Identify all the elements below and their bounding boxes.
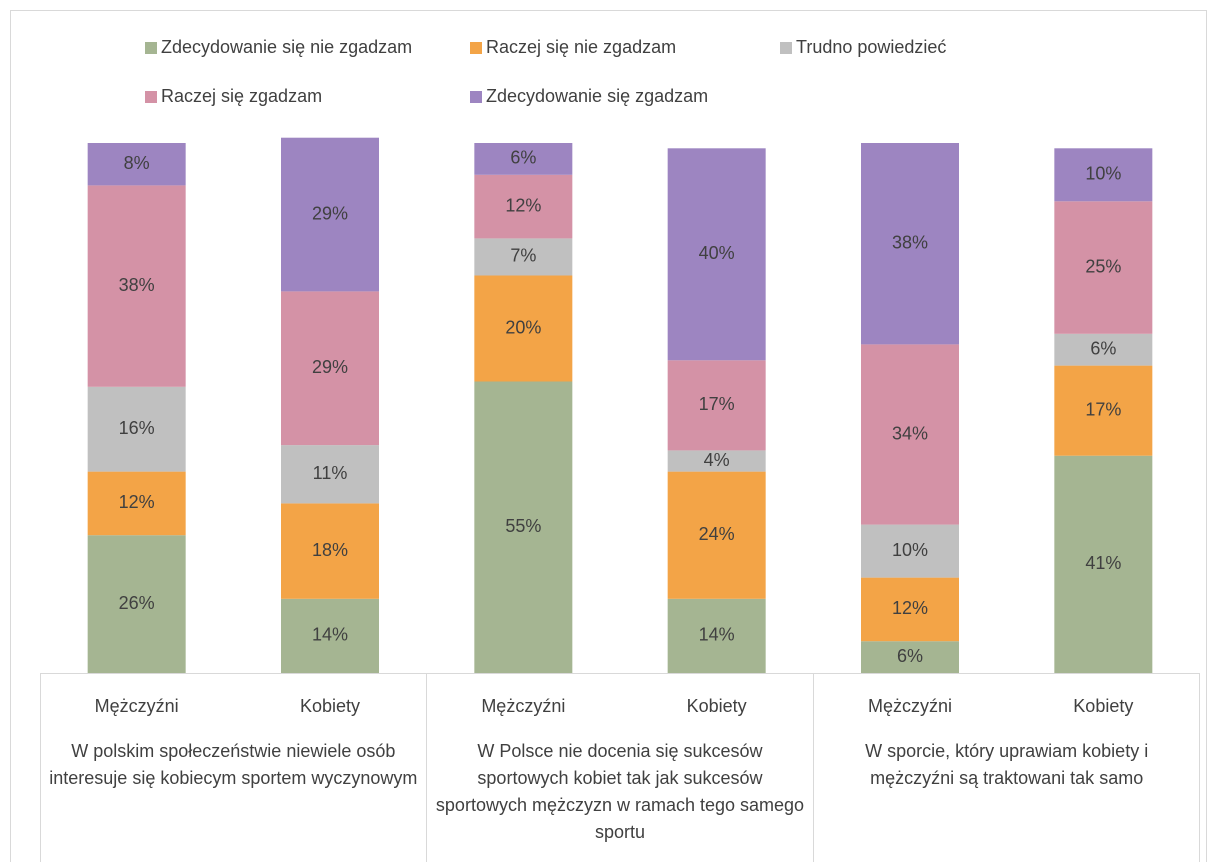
group-label: W polskim społeczeństwie niewiele osób i… [49,741,418,788]
data-label: 12% [119,492,155,512]
bar-segment [474,275,573,382]
group-label: W Polsce nie docenia się sukcesów sporto… [435,741,805,842]
data-label: 14% [312,625,348,645]
data-label: 25% [1085,256,1121,276]
bar-segment [474,174,573,239]
legend-label: Raczej się zgadzam [161,86,322,106]
data-label: 17% [1085,399,1121,419]
data-label: 40% [699,243,735,263]
data-label: 55% [505,516,541,536]
bar-segment [861,641,959,673]
bar-segment [281,598,379,673]
data-label: 38% [119,275,155,295]
x-tick-label: Kobiety [1073,696,1133,716]
data-label: 17% [699,394,735,414]
x-tick-label: Kobiety [300,696,360,716]
bar-segment [861,344,959,525]
bar-segment [87,535,186,673]
data-label: 10% [892,540,928,560]
legend-label: Zdecydowanie się zgadzam [486,86,708,106]
legend-label: Zdecydowanie się nie zgadzam [161,37,412,57]
bar-segment [667,148,766,361]
data-label: 14% [699,625,735,645]
data-label: 11% [313,463,348,483]
bar-segment [474,381,573,673]
data-label: 38% [892,232,928,252]
bar-segment [87,185,186,387]
bar-segment [861,577,959,642]
bar-segment [87,386,186,472]
data-label: 29% [312,203,348,223]
legend-marker [470,91,482,103]
bar-segment [281,291,379,446]
data-label: 12% [505,195,541,215]
bar-segment [474,143,573,175]
legend-marker [780,42,792,54]
legend-marker [145,91,157,103]
bar-segment [1054,201,1153,334]
data-label: 26% [119,593,155,613]
data-label: 10% [1085,164,1121,184]
data-label: 29% [312,357,348,377]
bar-segment [1054,455,1153,673]
bar-segment [281,445,379,504]
x-tick-label: Mężczyźni [95,696,179,716]
x-tick-label: Mężczyźni [481,696,565,716]
bar-segment [861,143,959,345]
data-label: 6% [1090,338,1116,358]
chart-border [10,10,1207,862]
bar-segment [87,143,186,186]
data-label: 24% [699,524,735,544]
bar-segment [861,524,959,578]
x-tick-label: Mężczyźni [868,696,952,716]
bar-segment [474,238,573,276]
data-label: 4% [704,450,730,470]
bar-segment [667,450,766,472]
bar-segment [667,360,766,451]
data-label: 7% [510,246,536,266]
data-label: 6% [510,148,536,168]
bar-segment [281,503,379,599]
bar-segment [281,137,379,292]
legend-label: Raczej się nie zgadzam [486,37,676,57]
x-tick-label: Kobiety [687,696,747,716]
bar-segment [667,471,766,599]
legend-label: Trudno powiedzieć [796,37,946,57]
legend-marker [470,42,482,54]
data-label: 16% [119,418,155,438]
legend-marker [145,42,157,54]
data-label: 41% [1085,553,1121,573]
data-label: 8% [124,153,150,173]
bar-segment [1054,333,1153,366]
bar-segment [1054,365,1153,456]
group-label: W sporcie, który uprawiam kobiety i mężc… [865,741,1149,788]
bar-segment [667,598,766,673]
bar-segment [1054,148,1153,202]
bar-segment [87,471,186,536]
data-label: 34% [892,423,928,443]
data-label: 12% [892,598,928,618]
data-label: 18% [312,540,348,560]
data-label: 6% [897,646,923,666]
data-label: 20% [505,317,541,337]
